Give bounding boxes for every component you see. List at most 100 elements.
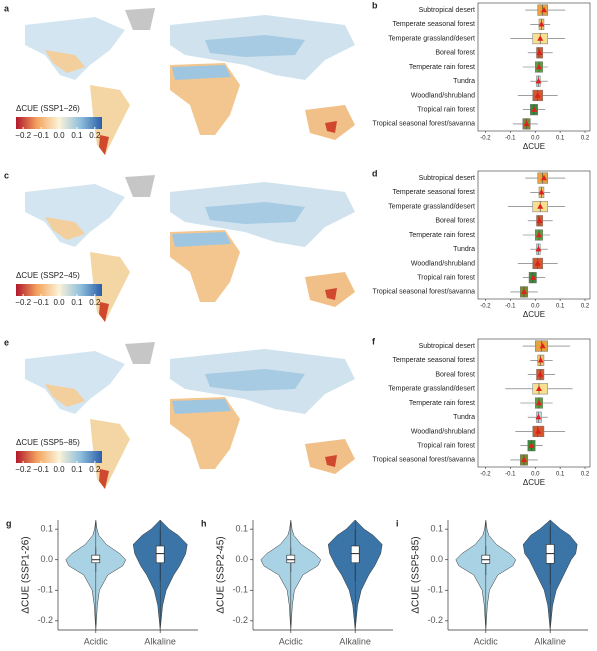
category-label: Tropical rain forest (417, 107, 475, 114)
mean-marker (536, 49, 543, 55)
mean-marker (535, 385, 542, 391)
category-label: Temperate rain forest (409, 400, 475, 407)
mean-marker (535, 414, 542, 420)
y-tick-label: 0.0 (430, 554, 443, 564)
violin-half (327, 519, 356, 631)
mean-marker (538, 189, 545, 195)
mean-marker (528, 442, 535, 448)
category-label: Temperate rain forest (409, 232, 475, 239)
violin-half (522, 519, 551, 631)
mean-marker (535, 246, 542, 252)
box (155, 545, 165, 564)
x-tick-label: 0.1 (556, 472, 565, 478)
mean-marker (534, 92, 541, 98)
colorbar-tick-label: 0.0 (53, 298, 65, 307)
colorbar (16, 117, 102, 129)
x-tick-label: 0.1 (556, 136, 565, 142)
x-tick-label: 0.0 (531, 136, 540, 142)
mean-marker (535, 63, 542, 70)
panel-label: g (6, 518, 12, 528)
category-label: Temperate grassland/desert (388, 35, 475, 42)
category-label: Boreal forest (435, 50, 475, 57)
colorbar-tick-label: −0.2 (15, 465, 31, 474)
box (91, 554, 101, 564)
category-label: Temperate rain forest (409, 64, 475, 71)
category-label: Tropical rain forest (417, 275, 475, 282)
panel-label: e (4, 337, 9, 347)
y-tick-label: 0.1 (40, 524, 53, 534)
mean-marker (523, 120, 530, 127)
violin-half (549, 519, 578, 631)
mean-marker (521, 456, 528, 463)
category-label: Tundra (453, 414, 475, 421)
panel-label: h (201, 518, 207, 528)
mean-marker (537, 35, 544, 41)
x-tick-label: Acidic (279, 636, 304, 646)
y-tick-label: 0.1 (430, 524, 443, 534)
x-tick-label: Acidic (474, 636, 499, 646)
x-tick-label: 0.2 (581, 136, 590, 142)
category-label: Temperate grassland/desert (388, 386, 475, 393)
category-label: Boreal forest (435, 371, 475, 378)
mean-marker (537, 203, 544, 209)
category-label: Tundra (453, 246, 475, 253)
violin-half (65, 519, 97, 631)
colorbar-tick-label: −0.2 (15, 298, 31, 307)
mean-marker (534, 260, 541, 266)
category-label: Temperate seasonal forest (393, 357, 476, 364)
colorbar-label: ΔCUE (SSP5−85) (16, 438, 80, 447)
category-label: Temperate seasonal forest (393, 189, 476, 196)
violin-half (132, 519, 161, 631)
category-label: Subtropical desert (419, 175, 475, 182)
x-tick-label: 0.2 (581, 304, 590, 310)
colorbar-tick-label: −0.1 (33, 298, 49, 307)
panel-label: a (4, 3, 10, 13)
category-label: Tropical seasonal forest/savanna (373, 289, 476, 296)
x-axis-label: ΔCUE (523, 142, 545, 151)
y-tick-label: -0.1 (232, 585, 248, 595)
x-tick-label: -0.2 (480, 136, 491, 142)
mean-marker (530, 274, 537, 280)
mean-marker (521, 288, 528, 295)
violin-half (260, 519, 292, 631)
x-tick-label: -0.1 (505, 472, 516, 478)
panel-label: d (372, 168, 378, 178)
mean-marker (537, 371, 544, 377)
mean-marker (539, 342, 546, 349)
x-tick-label: Alkaline (534, 636, 566, 646)
colorbar-tick-label: 0.0 (53, 131, 65, 140)
category-label: Temperate seasonal forest (393, 21, 476, 28)
mean-marker (535, 78, 542, 84)
panel-label: f (372, 336, 376, 346)
colorbar-tick-label: 0.0 (53, 465, 65, 474)
x-tick-label: -0.1 (505, 304, 516, 310)
category-label: Boreal forest (435, 218, 475, 225)
plot-frame (477, 170, 591, 300)
x-tick-label: 0.0 (531, 304, 540, 310)
x-tick-label: Alkaline (144, 636, 176, 646)
colorbar-tick-label: 0.2 (89, 131, 101, 140)
category-label: Tropical rain forest (417, 443, 475, 450)
y-tick-label: -0.2 (37, 615, 53, 625)
mean-marker (536, 217, 543, 223)
y-tick-label: -0.2 (427, 615, 443, 625)
x-tick-label: -0.2 (480, 304, 491, 310)
y-axis-label: ΔCUE (SSP1-26) (21, 536, 32, 613)
y-axis-label: ΔCUE (SSP2-45) (216, 536, 227, 613)
y-tick-label: -0.2 (232, 615, 248, 625)
x-tick-label: -0.1 (505, 136, 516, 142)
colorbar-label: ΔCUE (SSP2−45) (16, 271, 80, 280)
mean-marker (535, 428, 542, 434)
y-tick-label: -0.1 (37, 585, 53, 595)
colorbar-tick-label: 0.1 (71, 131, 83, 140)
category-label: Subtropical desert (419, 343, 475, 350)
violin-half (455, 519, 487, 631)
colorbar-tick-label: −0.2 (15, 131, 31, 140)
violin-half (95, 519, 127, 631)
category-label: Woodland/shrubland (411, 428, 475, 435)
panel-label: b (372, 0, 378, 10)
y-tick-label: -0.1 (427, 585, 443, 595)
violin-half (485, 519, 517, 631)
violin-half (354, 519, 383, 631)
